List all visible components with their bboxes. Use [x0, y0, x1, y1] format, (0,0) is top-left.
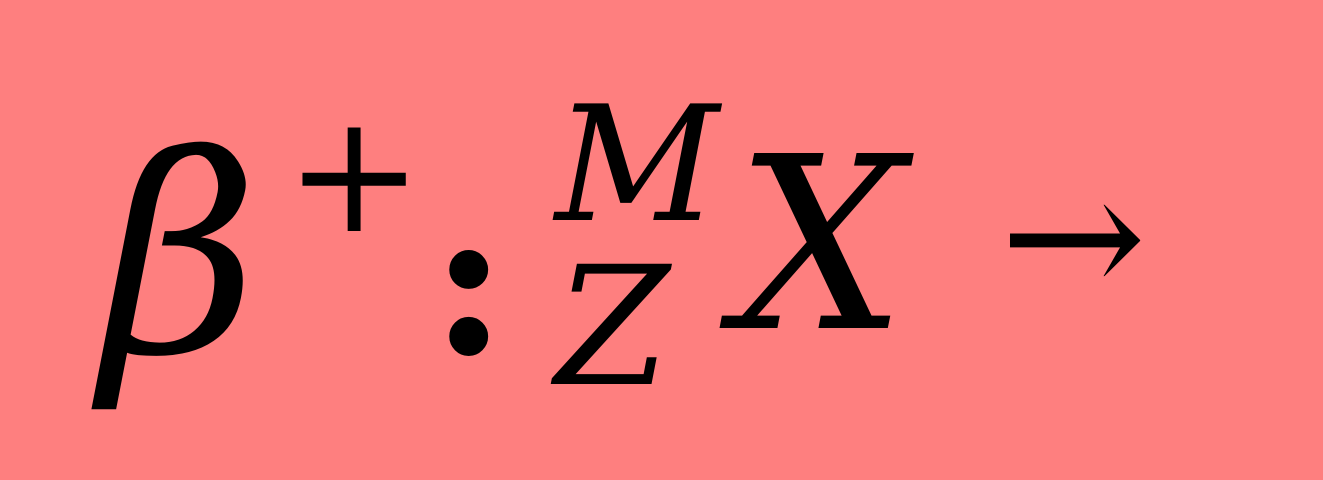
element-symbol: X — [735, 105, 906, 385]
right-arrow-icon: → — [1000, 136, 1147, 339]
positive-charge-superscript: + — [285, 78, 424, 270]
atomic-number-subscript: Z — [555, 231, 670, 423]
beta-symbol: β — [100, 97, 259, 417]
mass-number-superscript: M — [555, 71, 719, 258]
separator-colon: : — [430, 156, 508, 403]
